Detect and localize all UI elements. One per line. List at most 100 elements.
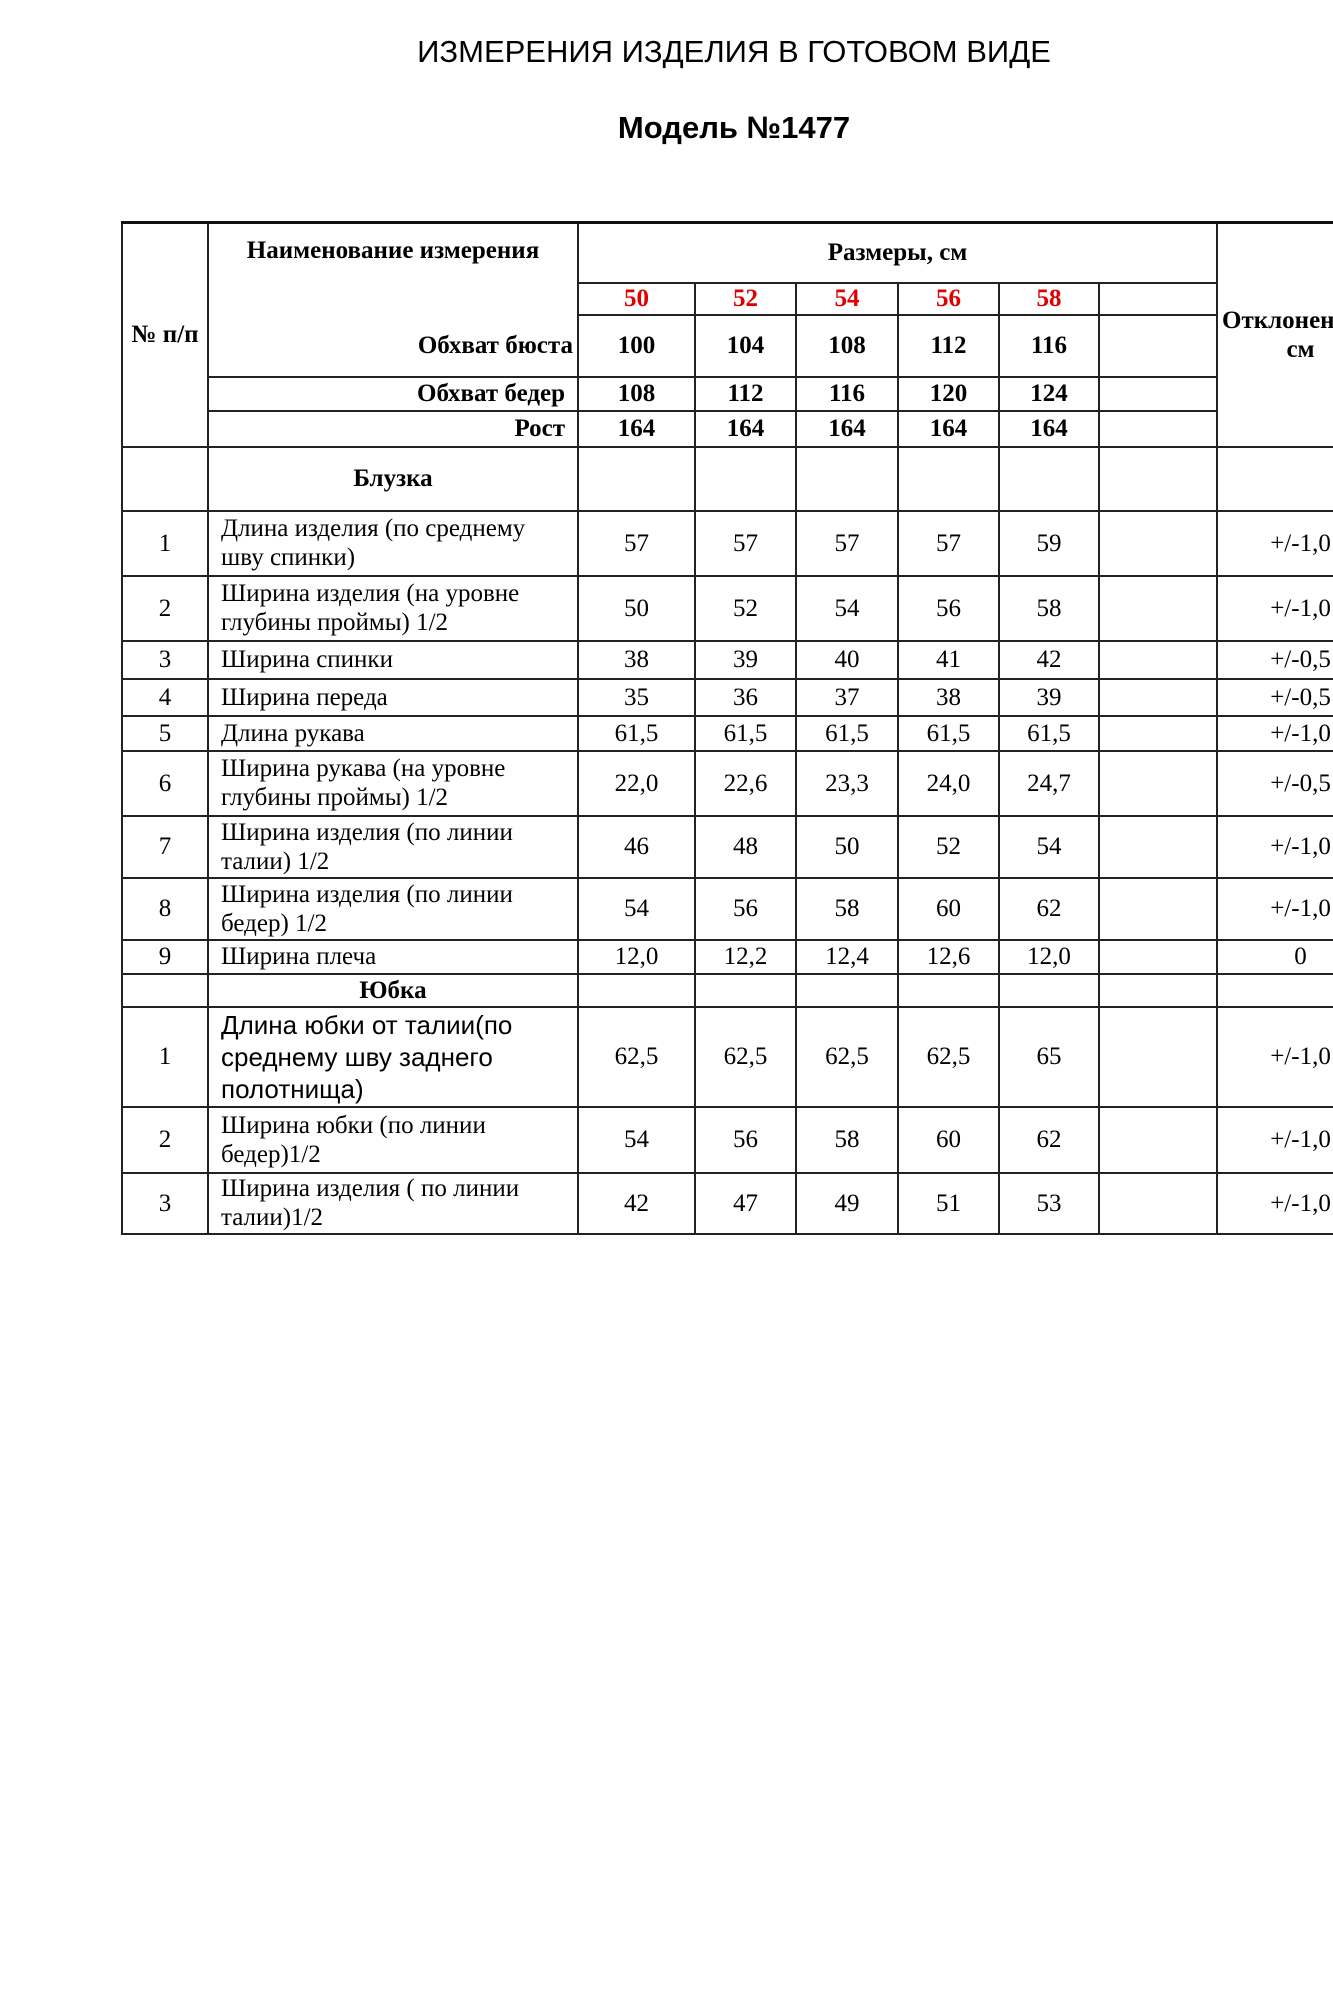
measurement-value: 60 <box>897 1105 1000 1174</box>
empty-cell <box>1097 876 1219 941</box>
measurement-value: 42 <box>577 1171 696 1235</box>
row-number: 6 <box>121 749 209 817</box>
measurement-value: 22,0 <box>577 749 696 817</box>
measurement-value: 12,0 <box>998 938 1100 975</box>
hips-value: 112 <box>694 375 797 412</box>
measurement-value: 58 <box>795 876 899 941</box>
empty-cell <box>1097 714 1219 752</box>
measurement-value: 57 <box>795 509 899 577</box>
deviation-value: +/-1,0 <box>1216 509 1333 577</box>
deviation-value: +/-0,5 <box>1216 639 1333 680</box>
document-title: ИЗМЕРЕНИЯ ИЗДЕЛИЯ В ГОТОВОМ ВИДЕ <box>417 34 1051 69</box>
bust-value: 112 <box>897 313 1000 378</box>
measurement-value: 38 <box>897 677 1000 717</box>
row-number: 9 <box>121 938 209 975</box>
measurement-value: 61,5 <box>897 714 1000 752</box>
measurement-value: 60 <box>897 876 1000 941</box>
hips-value: 108 <box>577 375 696 412</box>
measurement-value: 12,2 <box>694 938 797 975</box>
deviation-value: +/-0,5 <box>1216 749 1333 817</box>
row-number: 5 <box>121 714 209 752</box>
measurement-value: 65 <box>998 1005 1100 1108</box>
measurement-value: 54 <box>577 876 696 941</box>
table-row: 5 Длина рукава 61,5 61,5 61,5 61,5 61,5 +/-1,0 <box>121 714 1333 752</box>
measurement-name: Длина рукава <box>207 714 579 752</box>
height-label: Рост <box>207 409 579 448</box>
measurement-value: 24,7 <box>998 749 1100 817</box>
measurement-value: 23,3 <box>795 749 899 817</box>
table-row: 9 Ширина плеча 12,0 12,2 12,4 12,6 12,0 0 <box>121 938 1333 975</box>
row-number: 1 <box>121 1005 209 1108</box>
measurement-value: 39 <box>694 639 797 680</box>
measurement-value: 54 <box>795 574 899 642</box>
empty-cell <box>1097 972 1219 1008</box>
measurement-value: 62 <box>998 876 1100 941</box>
empty-cell <box>1097 677 1219 717</box>
empty-cell <box>694 445 797 512</box>
header-num: № п/п <box>121 221 209 448</box>
measurement-value: 57 <box>897 509 1000 577</box>
measurements-table: № п/п Наименование измерения Обхват бюста… <box>121 221 1333 1235</box>
measurement-value: 56 <box>694 1105 797 1174</box>
measurement-value: 57 <box>577 509 696 577</box>
empty-cell <box>897 972 1000 1008</box>
measurement-value: 61,5 <box>998 714 1100 752</box>
row-number: 8 <box>121 876 209 941</box>
measurement-value: 62 <box>998 1105 1100 1174</box>
deviation-value: +/-1,0 <box>1216 876 1333 941</box>
table-row: 6 Ширина рукава (на уровне глубины проймы… <box>121 749 1333 817</box>
measurement-value: 51 <box>897 1171 1000 1235</box>
table-row: 7 Ширина изделия (по линии талии) 1/2 46 48… <box>121 814 1333 879</box>
measurement-value: 59 <box>998 509 1100 577</box>
row-number: 4 <box>121 677 209 717</box>
empty-cell <box>694 972 797 1008</box>
measurement-value: 57 <box>694 509 797 577</box>
empty-cell <box>1097 938 1219 975</box>
header-deviation: Отклонение,+,- см <box>1216 221 1333 448</box>
empty-cell <box>1097 1105 1219 1174</box>
measurement-value: 58 <box>795 1105 899 1174</box>
measurement-value: 58 <box>998 574 1100 642</box>
hips-value: 120 <box>897 375 1000 412</box>
measurement-value: 62,5 <box>897 1005 1000 1108</box>
measurement-value: 50 <box>577 574 696 642</box>
row-number: 2 <box>121 1105 209 1174</box>
section-title: Юбка <box>207 972 579 1008</box>
measurement-value: 40 <box>795 639 899 680</box>
deviation-value: +/-1,0 <box>1216 814 1333 879</box>
bust-value: 116 <box>998 313 1100 378</box>
deviation-value: +/-1,0 <box>1216 1105 1333 1174</box>
sizes-value: 54 <box>795 281 899 316</box>
empty-cell <box>1097 313 1219 378</box>
measurement-value: 47 <box>694 1171 797 1235</box>
measurement-name: Ширина спинки <box>207 639 579 680</box>
bust-value: 104 <box>694 313 797 378</box>
measurement-value: 61,5 <box>795 714 899 752</box>
table-row: 3 Ширина изделия ( по линии талии)1/2 42 47… <box>121 1171 1333 1235</box>
header-name-label: Наименование измерения <box>246 237 540 264</box>
measurement-value: 54 <box>998 814 1100 879</box>
empty-cell <box>795 445 899 512</box>
empty-cell <box>1097 814 1219 879</box>
table-row: 3 Ширина спинки 38 39 40 41 42 +/-0,5 <box>121 639 1333 680</box>
empty-cell <box>1097 509 1219 577</box>
empty-cell <box>1216 972 1333 1008</box>
measurement-value: 48 <box>694 814 797 879</box>
measurement-name: Ширина плеча <box>207 938 579 975</box>
table-row: 4 Ширина переда 35 36 37 38 39 +/-0,5 <box>121 677 1333 717</box>
deviation-value: +/-0,5 <box>1216 677 1333 717</box>
measurement-value: 52 <box>897 814 1000 879</box>
measurement-value: 54 <box>577 1105 696 1174</box>
measurement-value: 50 <box>795 814 899 879</box>
empty-cell <box>998 972 1100 1008</box>
empty-cell <box>897 445 1000 512</box>
empty-cell <box>1097 574 1219 642</box>
measurement-name: Длина юбки от талии(по среднему шву задн… <box>207 1005 579 1108</box>
measurement-value: 12,4 <box>795 938 899 975</box>
height-value: 164 <box>577 409 696 448</box>
header-name: Наименование измерения Обхват бюста <box>207 221 579 378</box>
hips-value: 116 <box>795 375 899 412</box>
deviation-value: +/-1,0 <box>1216 1005 1333 1108</box>
sizes-value: 50 <box>577 281 696 316</box>
measurement-value: 39 <box>998 677 1100 717</box>
